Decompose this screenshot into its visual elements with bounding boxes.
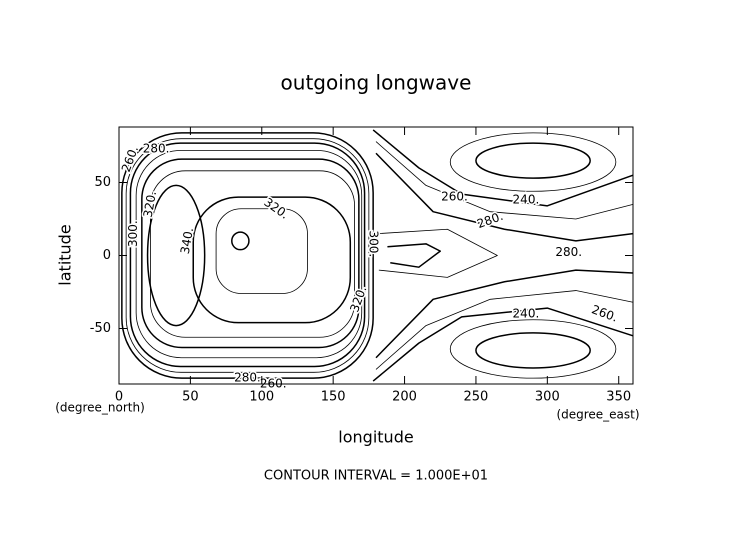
x-unit: (degree_east) [556,408,639,422]
contour-line [146,184,206,327]
contour-line [378,228,498,278]
chart-title: outgoing longwave [281,71,472,95]
x-tick-label: 250 [464,390,489,405]
contour-line [192,196,352,324]
contour-line [141,158,360,349]
contour-line [375,152,634,242]
contour-label: 240. [513,193,540,207]
contour-line [475,142,591,179]
x-tick-label: 100 [249,390,274,405]
contour-line [375,290,634,370]
contour-label: 240. [513,306,540,320]
footer: CONTOUR INTERVAL = 1.000E+01 [264,469,488,484]
contour-line [387,243,441,268]
x-tick-label: 150 [321,390,346,405]
contour-label: 280. [555,245,582,259]
contour-line [375,269,634,359]
contour-line [372,307,634,382]
y-axis-label: latitude [56,224,75,285]
y-unit: (degree_north) [55,401,145,415]
y-tick-label: -50 [90,321,111,336]
contour-label: 300. [367,230,381,257]
contour-label: 260. [441,190,468,204]
contour-label: 300. [126,220,140,247]
contour-line [231,231,250,251]
y-tick-label: 0 [103,248,111,263]
contour-line [449,319,617,379]
x-tick-label: 0 [115,390,123,405]
contour-label: 340. [178,226,196,255]
contour-line [475,332,591,369]
contour-line [375,141,634,220]
contour-line [129,142,366,368]
contour-line [150,170,355,338]
x-tick-label: 350 [606,390,631,405]
x-tick-label: 200 [392,390,417,405]
contour-line [215,208,308,294]
contour-line [372,129,634,207]
x-axis-label: longitude [338,428,413,447]
contour-line [135,149,363,359]
contour-label: 320. [141,190,159,219]
x-tick-label: 300 [535,390,560,405]
contour-label: 280. [234,371,261,385]
y-tick-label: 50 [94,175,111,190]
contour-label: 280. [143,141,170,155]
contour-line [449,132,617,192]
x-tick-label: 50 [182,390,199,405]
